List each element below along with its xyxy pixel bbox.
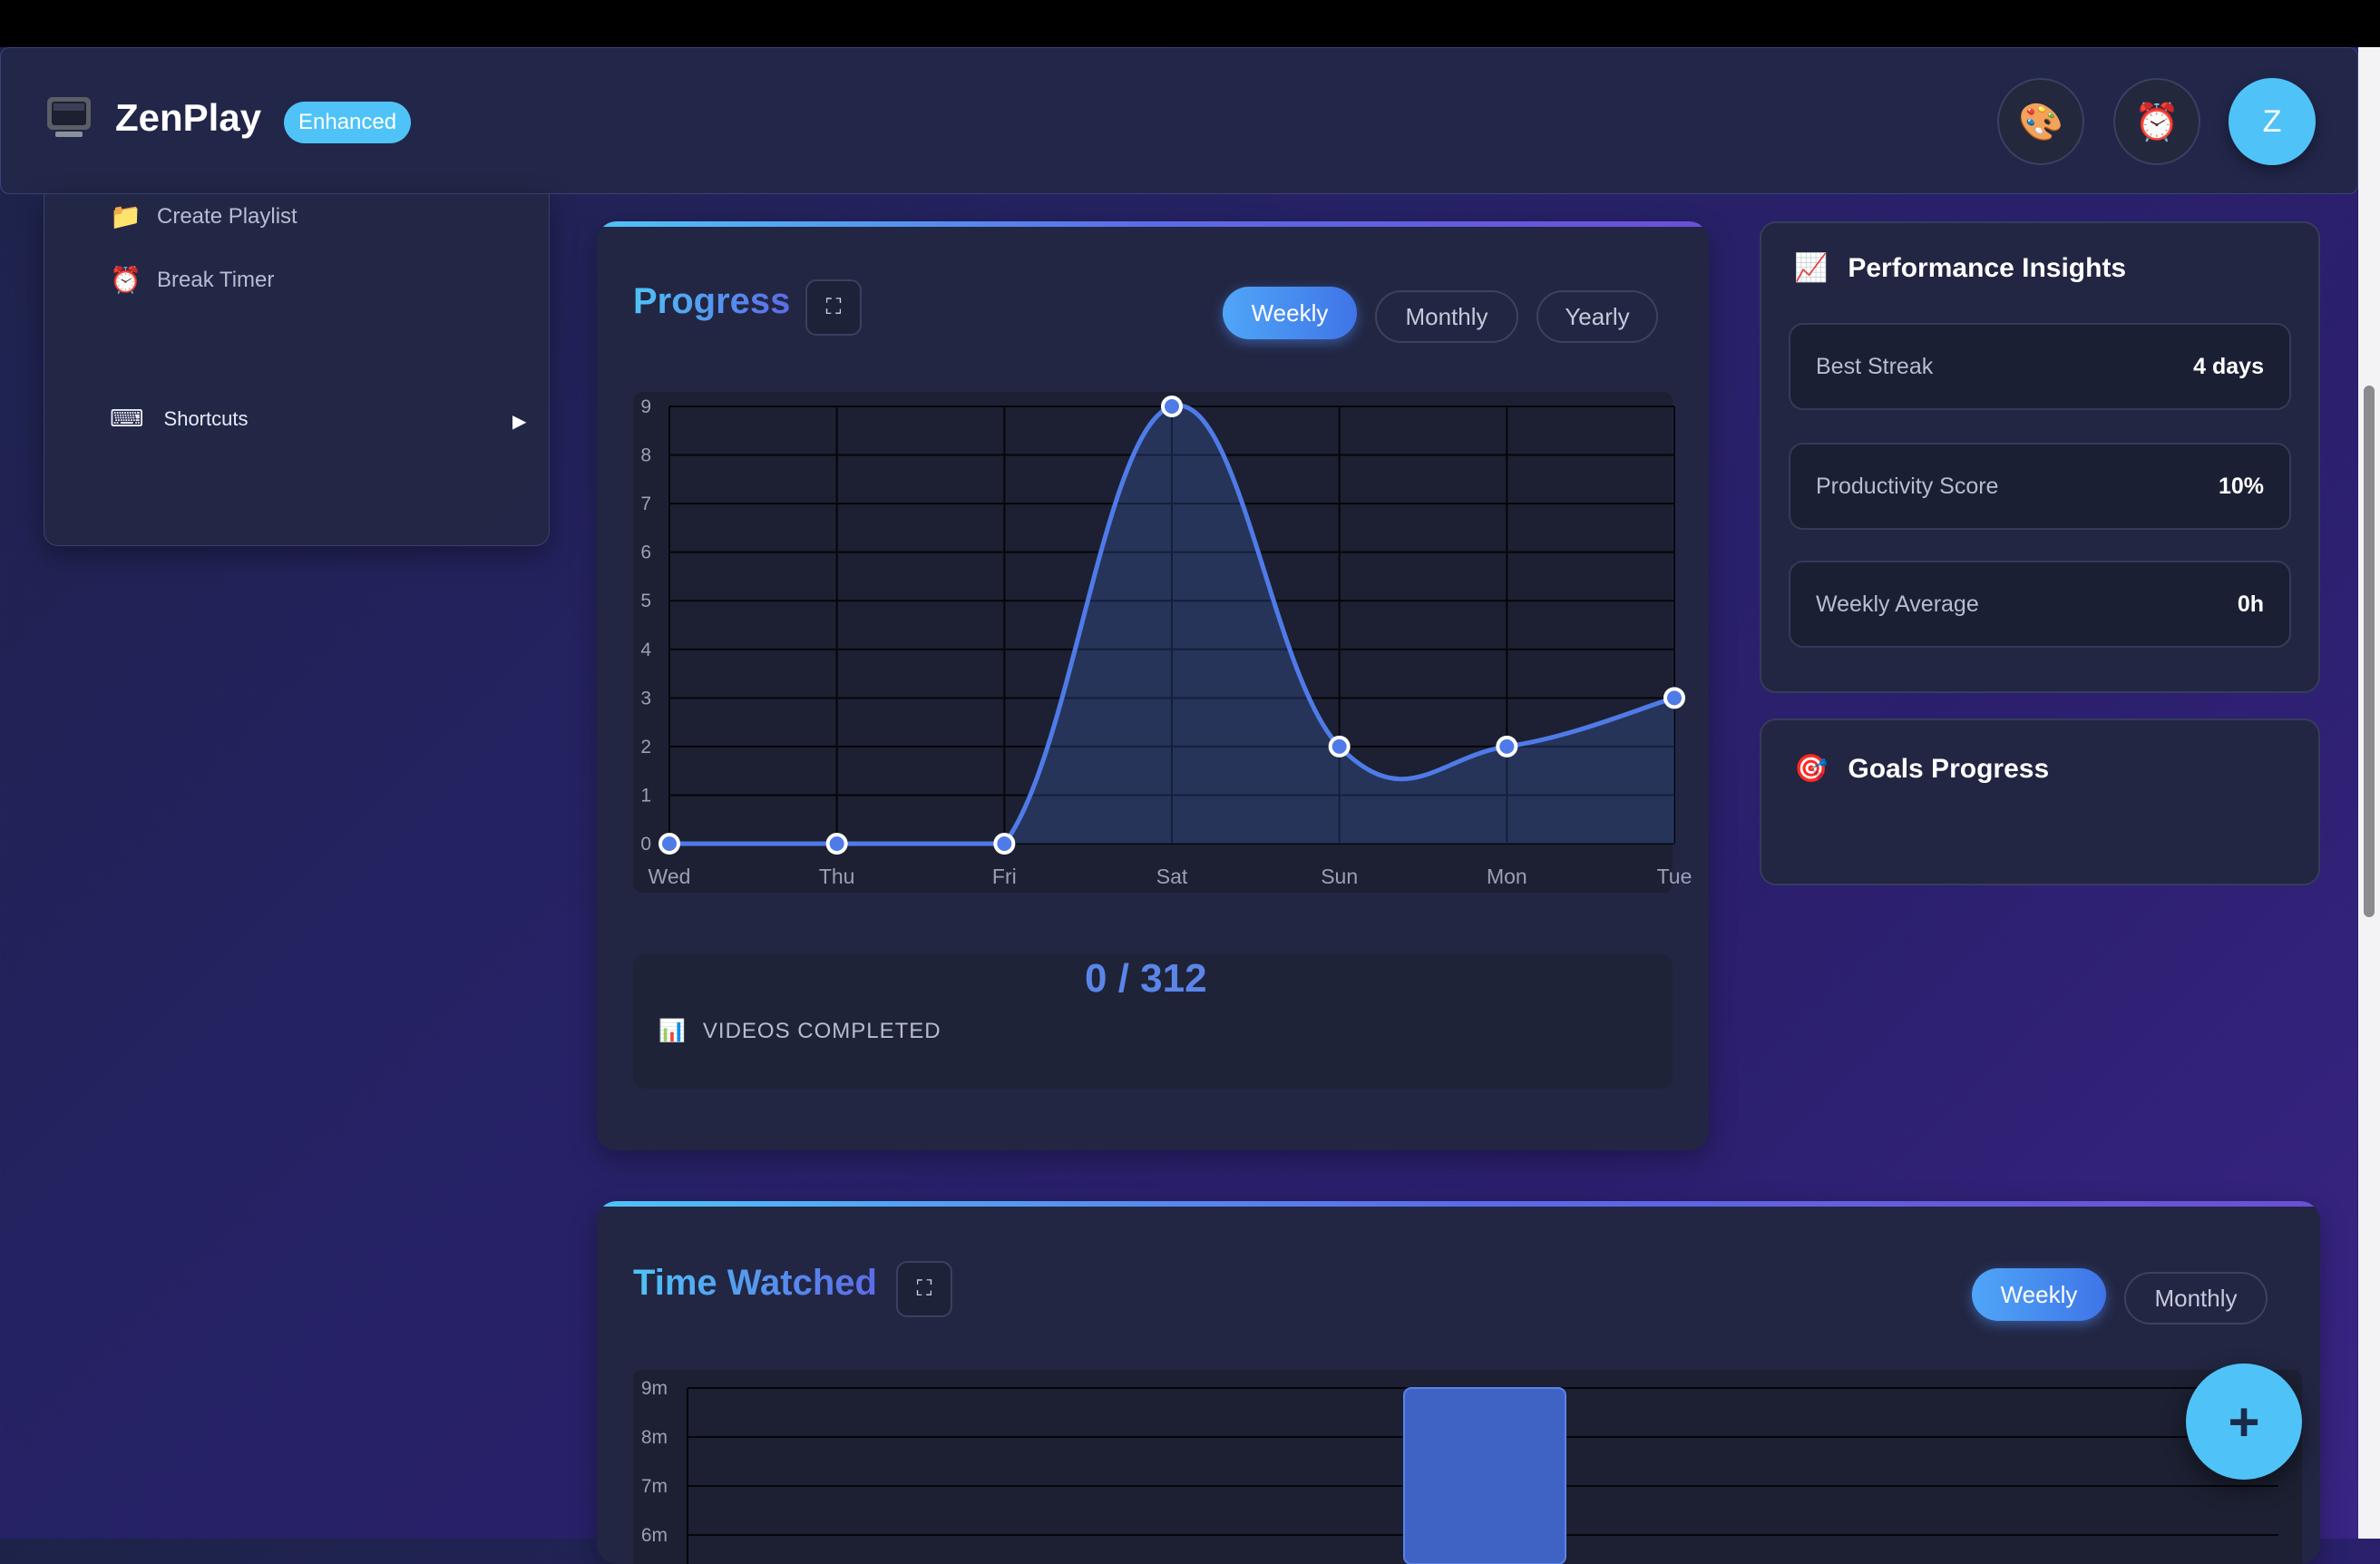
x-tick-label: Mon — [1487, 865, 1527, 888]
tab-monthly[interactable]: Monthly — [1375, 290, 1518, 343]
insight-value: 0h — [2237, 591, 2264, 617]
bar-chart-icon: 📊 — [658, 1019, 687, 1043]
insight-label: Best Streak — [1816, 354, 1934, 379]
data-point[interactable] — [993, 833, 1016, 855]
sidebar-item-label: Shortcuts — [163, 406, 249, 430]
add-button[interactable]: + — [2186, 1364, 2302, 1480]
target-icon: 🎯 — [1794, 754, 1829, 784]
y-tick-label: 1 — [640, 785, 651, 806]
series-area — [669, 405, 1674, 844]
stats-box — [633, 954, 1673, 1089]
insight-label: Productivity Score — [1816, 474, 1999, 499]
window-top-bar — [0, 0, 2380, 47]
tab-weekly[interactable]: Weekly — [1972, 1268, 2106, 1321]
panel-title-text: Goals Progress — [1848, 753, 2050, 784]
sidebar-item-label: Break Timer — [157, 267, 275, 292]
y-tick-label: 0 — [640, 834, 651, 855]
bar[interactable] — [1403, 1387, 1566, 1564]
goals-progress-title: 🎯 Goals Progress — [1794, 753, 2049, 785]
chart-increasing-icon: 📈 — [1794, 253, 1829, 283]
keyboard-icon: ⌨ — [110, 405, 144, 432]
alarm-clock-icon: ⏰ — [2134, 102, 2180, 142]
palette-icon: 🎨 — [2018, 102, 2063, 142]
progress-card: Progress ⛶ Weekly Monthly Yearly 0 1 2 3 4 5 6… — [597, 221, 1709, 1150]
app-name: ZenPlay — [115, 96, 262, 139]
sidebar-item-shortcuts[interactable]: ⌨ Shortcuts — [110, 405, 248, 433]
y-tick-label: 2 — [640, 737, 651, 758]
goals-progress-panel: 🎯 Goals Progress — [1760, 718, 2320, 885]
time-watched-title: Time Watched — [633, 1263, 877, 1303]
sidebar-menu: 📁 Create Playlist ⏰ Break Timer ⌨ Shortc… — [44, 194, 550, 546]
tab-weekly[interactable]: Weekly — [1223, 287, 1357, 339]
progress-chart-area — [633, 392, 1673, 893]
x-tick-label: Sat — [1156, 865, 1188, 888]
y-tick-label: 8 — [640, 445, 651, 466]
insight-weekly-average: Weekly Average 0h — [1789, 561, 2291, 648]
data-point[interactable] — [1328, 735, 1351, 758]
sidebar-item-create-playlist[interactable]: 📁 Create Playlist — [110, 201, 298, 231]
x-tick-label: Fri — [992, 865, 1017, 888]
avatar[interactable]: Z — [2229, 78, 2316, 165]
x-tick-label: Sun — [1321, 865, 1358, 888]
enhanced-badge: Enhanced — [284, 102, 412, 143]
tab-monthly[interactable]: Monthly — [2124, 1272, 2268, 1325]
scrollbar-thumb[interactable] — [2364, 386, 2375, 917]
insight-productivity-score: Productivity Score 10% — [1789, 443, 2291, 530]
tv-icon — [47, 97, 91, 137]
y-tick-label: 5 — [640, 591, 651, 611]
y-tick-label: 4 — [640, 640, 651, 660]
alarm-clock-icon: ⏰ — [110, 266, 141, 294]
y-tick-label: 3 — [640, 688, 651, 709]
time-watched-bar-chart: 9m 8m 7m 6m — [641, 1378, 2278, 1564]
fullscreen-icon: ⛶ — [916, 1276, 932, 1301]
y-tick-label: 6m — [641, 1525, 668, 1546]
palette-button[interactable]: 🎨 — [1997, 78, 2084, 165]
y-tick-label: 8m — [641, 1427, 668, 1448]
progress-line-chart: 0 1 2 3 4 5 6 7 8 9 Wed Thu Fri Sat Sun Mon Tue — [640, 396, 1692, 888]
performance-insights-title: 📈 Performance Insights — [1794, 252, 2126, 284]
progress-title: Progress — [633, 281, 791, 321]
y-tick-label: 7 — [640, 494, 651, 514]
y-tick-label: 7m — [641, 1476, 668, 1497]
expand-arrow-icon[interactable]: ▶ — [512, 412, 527, 432]
x-tick-label: Wed — [649, 865, 691, 888]
app-header: ZenPlay Enhanced — [0, 47, 2358, 194]
y-tick-label: 9m — [641, 1378, 668, 1399]
insight-value: 4 days — [2193, 354, 2264, 379]
stats-label-text: VIDEOS COMPLETED — [702, 1018, 941, 1043]
videos-completed-value: 0 / 312 — [1085, 956, 1207, 1001]
data-point[interactable] — [1496, 735, 1518, 758]
expand-chart-button[interactable]: ⛶ — [805, 279, 862, 336]
sidebar-item-break-timer[interactable]: ⏰ Break Timer — [110, 265, 274, 295]
data-point[interactable] — [658, 833, 680, 855]
time-watched-card: Time Watched ⛶ Weekly Monthly 9m 8m 7m 6m — [597, 1201, 2320, 1564]
fullscreen-icon: ⛶ — [825, 295, 842, 319]
x-tick-label: Tue — [1657, 865, 1692, 888]
insight-value: 10% — [2218, 474, 2264, 499]
alarm-button[interactable]: ⏰ — [2113, 78, 2200, 165]
folder-icon: 📁 — [110, 202, 141, 230]
panel-title-text: Performance Insights — [1848, 252, 2127, 283]
expand-chart-button[interactable]: ⛶ — [896, 1261, 952, 1317]
sidebar-item-label: Create Playlist — [157, 203, 298, 229]
x-tick-label: Thu — [819, 865, 855, 888]
insight-best-streak: Best Streak 4 days — [1789, 323, 2291, 410]
data-point[interactable] — [825, 833, 848, 855]
y-tick-label: 9 — [640, 396, 651, 417]
data-point[interactable] — [1161, 396, 1183, 417]
tab-yearly[interactable]: Yearly — [1536, 290, 1658, 343]
videos-completed-label: 📊 VIDEOS COMPLETED — [658, 1018, 941, 1044]
y-tick-label: 6 — [640, 543, 651, 563]
data-point[interactable] — [1663, 687, 1685, 709]
insight-label: Weekly Average — [1816, 591, 1979, 617]
